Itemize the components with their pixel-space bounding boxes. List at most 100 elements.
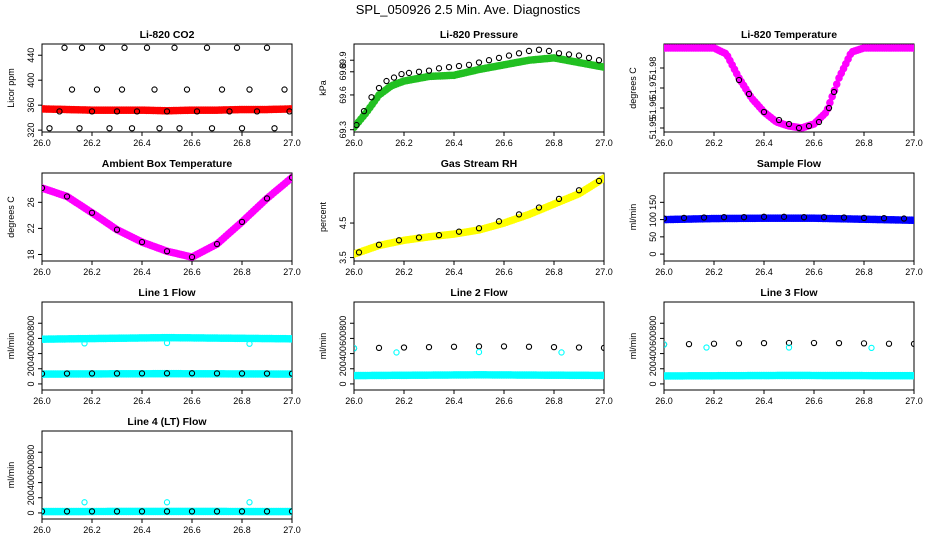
data-point — [42, 508, 46, 515]
data-point — [88, 370, 96, 377]
data-point — [263, 44, 271, 51]
data-point — [171, 44, 178, 51]
chart-title: Gas Stream RH — [441, 158, 517, 170]
data-point — [575, 52, 583, 59]
y-axis-label: ml/min — [6, 333, 16, 360]
data-point — [910, 216, 914, 225]
y-tick-label: 50 — [648, 232, 658, 242]
data-point — [515, 50, 523, 57]
data-point — [42, 184, 46, 192]
data-point — [450, 343, 458, 350]
x-tick-label: 26.2 — [705, 267, 723, 277]
x-tick-label: 27.0 — [595, 138, 613, 148]
plot-frame — [41, 43, 293, 133]
data-point — [565, 51, 573, 58]
data-point — [163, 499, 171, 506]
data-point — [238, 218, 246, 226]
data-point — [785, 120, 793, 128]
series-dense — [354, 174, 604, 258]
y-tick-label: 800 — [338, 316, 348, 331]
data-point — [600, 344, 604, 352]
data-point — [465, 61, 473, 68]
data-point — [143, 44, 151, 51]
x-tick-label: 26.0 — [655, 138, 673, 148]
y-tick-label: 600 — [26, 460, 36, 475]
y-tick-label: 360 — [26, 98, 36, 113]
series-dense — [664, 44, 914, 132]
page-title: SPL_050926 2.5 Min. Ave. Diagnostics — [355, 2, 581, 17]
data-point — [138, 238, 146, 246]
y-tick-label: 0 — [338, 381, 348, 386]
data-point — [525, 343, 533, 350]
y-tick-label: 200 — [648, 361, 658, 376]
data-point — [208, 125, 216, 132]
data-point — [113, 226, 121, 233]
series-open-points — [354, 46, 603, 129]
y-tick-label: 800 — [26, 445, 36, 460]
y-tick-label: 51.98 — [648, 57, 658, 80]
x-tick-label: 26.8 — [545, 138, 563, 148]
x-tick-label: 27.0 — [595, 267, 613, 277]
data-point — [455, 62, 463, 70]
chart-title: Line 4 (LT) Flow — [127, 416, 207, 428]
x-tick-label: 26.2 — [83, 267, 101, 277]
x-tick-label: 26.6 — [183, 525, 201, 535]
data-point — [151, 86, 158, 93]
x-tick-label: 26.8 — [233, 525, 251, 535]
data-point — [288, 370, 292, 377]
data-point — [545, 47, 553, 55]
data-point — [405, 69, 413, 77]
plot-area — [354, 46, 604, 132]
data-point — [354, 121, 360, 129]
data-point — [900, 215, 908, 222]
data-point — [595, 177, 603, 185]
data-point — [42, 370, 46, 377]
data-point — [156, 125, 163, 132]
chart-co2: Li-820 CO2 26.0 26.2 26.4 26.6 26.8 27.0 320 360… — [6, 29, 301, 148]
data-point — [113, 508, 121, 515]
data-point — [88, 209, 96, 216]
x-tick-label: 26.8 — [233, 267, 251, 277]
y-tick-label: 200 — [338, 361, 348, 376]
data-point — [193, 108, 201, 115]
data-point — [56, 108, 63, 115]
chart-title: Li-820 Temperature — [741, 29, 837, 41]
data-point — [68, 86, 76, 93]
data-point — [113, 370, 121, 377]
chart-title: Sample Flow — [757, 158, 822, 170]
data-point — [286, 108, 292, 115]
x-tick-label: 26.4 — [445, 138, 463, 148]
data-point — [585, 54, 593, 62]
data-point — [595, 57, 603, 64]
chart-line2: Line 2 Flow 26.0 26.2 26.4 26.6 26.8 27.0 0 2004… — [318, 287, 613, 406]
chart-title: Line 3 Flow — [760, 287, 818, 299]
plot-frame — [41, 301, 293, 391]
y-tick-label: 22 — [26, 223, 36, 233]
x-tick-label: 26.8 — [855, 138, 873, 148]
data-point — [271, 125, 278, 132]
data-point — [664, 341, 668, 348]
chart-rh: Gas Stream RH 26.0 26.2 26.4 26.6 26.8 27.0 3.5… — [318, 158, 613, 277]
data-point — [475, 348, 483, 356]
data-point — [555, 50, 563, 57]
data-point — [700, 214, 708, 221]
data-point — [263, 370, 271, 377]
data-point — [354, 345, 358, 352]
chart-line4: Line 4 (LT) Flow 26.0 26.2 26.4 26.6 26.8 27.0… — [6, 416, 301, 535]
y-tick-label: 200 — [26, 490, 36, 505]
data-point — [163, 508, 171, 515]
data-point — [46, 125, 53, 132]
x-tick-label: 26.2 — [395, 138, 413, 148]
data-point — [118, 86, 126, 93]
data-point — [288, 174, 292, 181]
y-tick-label: 100 — [648, 212, 658, 227]
data-point — [78, 44, 86, 51]
data-point — [910, 340, 914, 348]
x-tick-label: 26.0 — [345, 267, 363, 277]
series-open-points — [42, 174, 292, 261]
y-tick-label: 440 — [26, 48, 36, 63]
data-point — [475, 59, 483, 66]
data-point — [288, 508, 292, 515]
data-point — [475, 343, 483, 350]
data-point — [735, 76, 743, 84]
